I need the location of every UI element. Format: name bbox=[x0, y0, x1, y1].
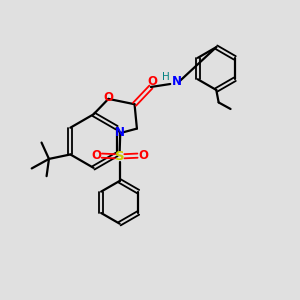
Text: O: O bbox=[91, 149, 101, 162]
Text: S: S bbox=[115, 150, 124, 163]
Text: N: N bbox=[115, 126, 125, 139]
Text: O: O bbox=[147, 75, 157, 88]
Text: O: O bbox=[138, 149, 148, 162]
Text: H: H bbox=[163, 73, 170, 82]
Text: O: O bbox=[103, 91, 113, 104]
Text: N: N bbox=[172, 75, 182, 88]
